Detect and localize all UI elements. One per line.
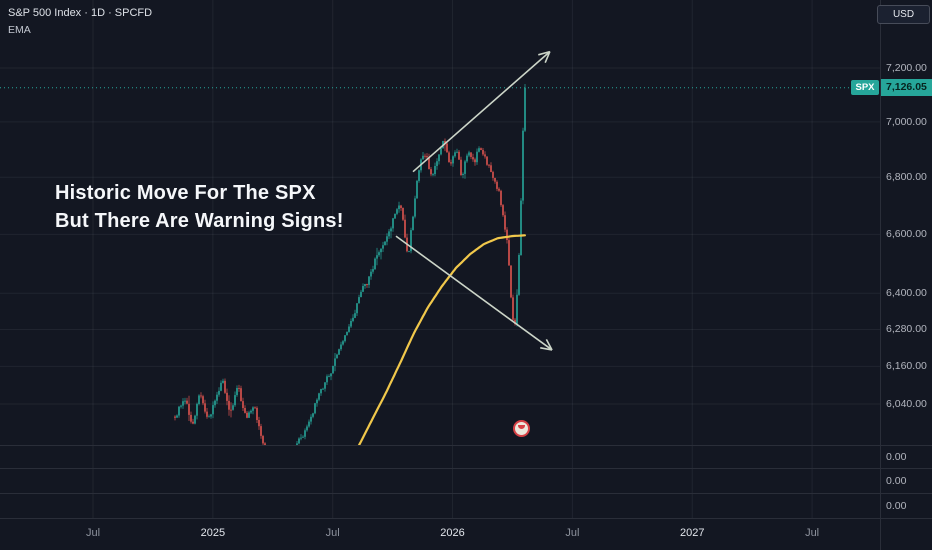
price-tick-label: 7,000.00 [886,115,927,128]
time-tick-label: 2026 [440,527,465,539]
price-tick-label: 6,600.00 [886,228,927,241]
gridlines [0,0,880,518]
price-tick-label: 6,040.00 [886,397,927,410]
time-axis[interactable]: Jul 2025 Jul 2026 Jul 2027 Jul [0,518,932,550]
sub-pane-value-label: 0.00 [886,450,907,463]
time-tick-label: Jul [805,527,820,539]
price-tick-label: 6,160.00 [886,360,927,373]
symbol-price-tag[interactable]: SPX [851,80,879,96]
trend-arrow-up[interactable] [412,50,551,173]
price-tick-label: 6,280.00 [886,323,927,336]
currency-button[interactable]: USD [877,5,930,24]
candlestick-series[interactable] [174,84,526,473]
indicator-legend-ema[interactable]: EMA [8,24,31,36]
annotation-line-1: Historic Move For The SPX [55,182,316,204]
ema-line[interactable] [357,234,526,447]
time-tick-label: Jul [565,527,580,539]
current-price-label[interactable]: 7,126.05 [881,79,932,97]
sub-pane-value-label: 0.00 [886,474,907,487]
price-tick-label: 6,400.00 [886,287,927,300]
time-tick-label: 2027 [680,527,705,539]
price-axis[interactable]: 7,200.00 7,000.00 6,800.00 6,600.00 6,400.00… [881,0,932,518]
price-tick-label: 6,800.00 [886,171,927,184]
price-tick-label: 7,200.00 [886,62,927,74]
trend-arrow-down[interactable] [395,235,553,351]
annotation-text[interactable]: Historic Move For The SPX But There Are … [55,179,344,235]
chart-legend: S&P 500 Index · 1D · SPCFD EMA [8,6,152,37]
time-tick-label: 2025 [200,527,226,539]
sticker-icon[interactable] [513,420,530,437]
time-tick-label: Jul [85,527,101,539]
time-tick-label: Jul [325,527,340,539]
sub-pane-value-label: 0.00 [886,499,907,512]
annotation-line-2: But There Are Warning Signs! [55,210,344,232]
symbol-legend[interactable]: S&P 500 Index · 1D · SPCFD [8,7,153,19]
